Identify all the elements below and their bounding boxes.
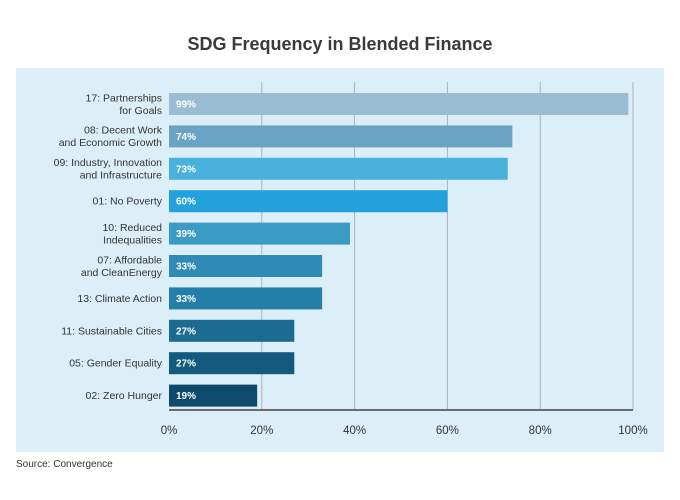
bar — [169, 255, 323, 277]
chart-panel: 99% 74% 73% 60% 39% 33% 33% 27% 27% 19% 17: Partn… — [16, 68, 664, 452]
bar-chart: 99% 74% 73% 60% 39% 33% 33% 27% 27% 19% 17: Partn… — [54, 82, 648, 437]
value-label: 19% — [176, 391, 196, 402]
source-note: Source: Convergence — [16, 459, 113, 470]
bar — [169, 157, 508, 180]
x-tick-label: 100% — [618, 425, 647, 437]
bar — [169, 352, 295, 375]
category-label: 07: Affordable and CleanEnergy — [81, 254, 163, 279]
category-labels: 17: Partnerships for Goals 08: Decent Work… — [54, 92, 163, 402]
category-label: 05: Gender Equality — [69, 358, 163, 370]
x-tick-label: 40% — [343, 425, 366, 437]
bar — [169, 319, 295, 342]
category-label: 08: Decent Work and Economic Growth — [59, 125, 163, 149]
value-label: 60% — [176, 197, 196, 208]
bar — [169, 190, 448, 213]
category-label: 01: No Poverty — [93, 196, 163, 208]
bars: 99% 74% 73% 60% 39% 33% 33% 27% 27% 19% — [169, 93, 629, 407]
x-axis: 0% 20% 40% 60% 80% 100% — [161, 409, 648, 437]
value-label: 27% — [176, 326, 196, 337]
category-label: 02: Zero Hunger — [86, 390, 163, 402]
value-label: 99% — [176, 100, 196, 111]
bar — [169, 93, 629, 115]
x-tick-label: 20% — [250, 425, 273, 437]
value-label: 27% — [176, 359, 196, 370]
category-label: 17: Partnerships for Goals — [86, 92, 162, 117]
value-label: 33% — [176, 262, 196, 273]
value-label: 73% — [176, 164, 196, 175]
category-label: 13: Climate Action — [77, 293, 162, 305]
value-label: 39% — [176, 229, 196, 240]
bar — [169, 384, 258, 407]
value-label: 33% — [176, 294, 196, 305]
category-label: 11: Sustainable Cities — [61, 325, 162, 337]
x-tick-label: 60% — [436, 425, 459, 437]
bar — [169, 125, 513, 148]
chart-title: SDG Frequency in Blended Finance — [187, 34, 493, 54]
x-tick-label: 0% — [161, 425, 178, 437]
x-tick-label: 80% — [529, 425, 552, 437]
bar — [169, 222, 350, 245]
bar — [169, 287, 323, 310]
category-label: 09: Industry, Innovation and Infrastructu… — [54, 157, 163, 182]
value-label: 74% — [176, 132, 196, 143]
category-label: 10: Reduced Indequalities — [102, 222, 162, 247]
